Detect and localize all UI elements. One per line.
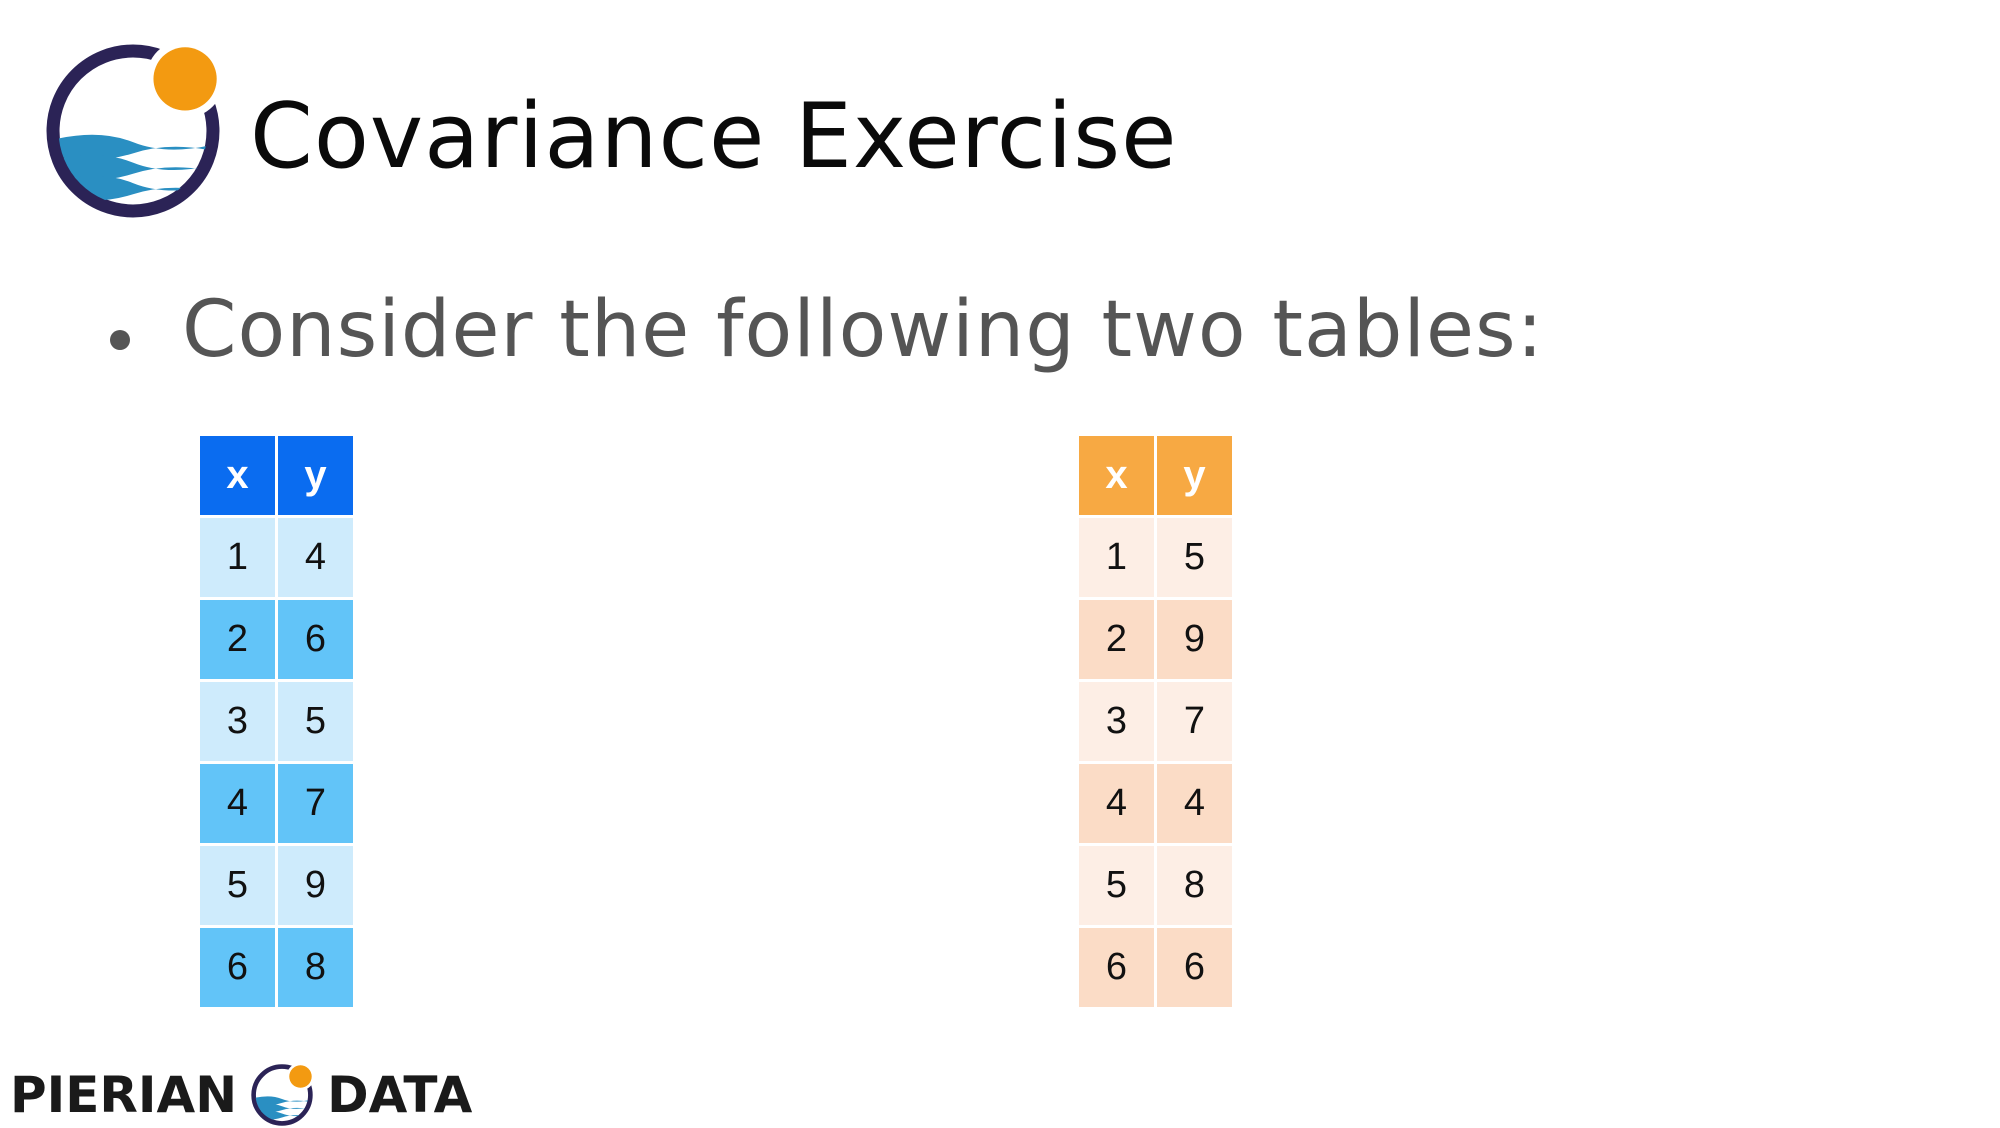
- table-row: 5 8: [1079, 846, 1232, 925]
- table-cell: 5: [1157, 518, 1232, 597]
- table-row: 5 9: [200, 846, 353, 925]
- table-cell: 1: [200, 518, 275, 597]
- table-cell: 6: [1079, 928, 1154, 1007]
- table-cell: 1: [1079, 518, 1154, 597]
- table-row: 4 4: [1079, 764, 1232, 843]
- table-cell: 7: [278, 764, 353, 843]
- table-row: 3 5: [200, 682, 353, 761]
- table-cell: 5: [200, 846, 275, 925]
- footer-brand: PIERIAN DATA: [10, 1062, 472, 1128]
- footer-brand-right: DATA: [327, 1066, 473, 1124]
- table-cell: 4: [1079, 764, 1154, 843]
- table-cell: 6: [1157, 928, 1232, 1007]
- table-cell: 8: [1157, 846, 1232, 925]
- table-cell: 2: [1079, 600, 1154, 679]
- table-cell: 2: [200, 600, 275, 679]
- footer-logo-icon: [251, 1062, 315, 1126]
- table-row: 6 8: [200, 928, 353, 1007]
- table-row: 6 6: [1079, 928, 1232, 1007]
- table-cell: 6: [278, 600, 353, 679]
- page-title: Covariance Exercise: [250, 84, 1178, 189]
- bullet-point: Consider the following two tables:: [110, 280, 1544, 380]
- table-cell: 9: [1157, 600, 1232, 679]
- table-cell: 8: [278, 928, 353, 1007]
- table-row: 1 4: [200, 518, 353, 597]
- table-row: 3 7: [1079, 682, 1232, 761]
- blue-data-table: x y 1 4 2 6 3 5 4 7 5 9 6 8: [197, 433, 356, 1010]
- orange-data-table: x y 1 5 2 9 3 7 4 4 5 8 6 6: [1076, 433, 1235, 1010]
- table-header-y: y: [1157, 436, 1232, 515]
- table-cell: 6: [200, 928, 275, 1007]
- bullet-icon: [110, 330, 130, 350]
- table-cell: 4: [278, 518, 353, 597]
- table-cell: 4: [1157, 764, 1232, 843]
- table-header-x: x: [1079, 436, 1154, 515]
- table-row: 4 7: [200, 764, 353, 843]
- table-cell: 9: [278, 846, 353, 925]
- table-row: 2 6: [200, 600, 353, 679]
- table-cell: 7: [1157, 682, 1232, 761]
- table-cell: 4: [200, 764, 275, 843]
- pierian-logo-icon: [46, 39, 225, 218]
- footer-brand-left: PIERIAN: [10, 1066, 238, 1124]
- table-header-x: x: [200, 436, 275, 515]
- table-row: 2 9: [1079, 600, 1232, 679]
- table-cell: 3: [1079, 682, 1154, 761]
- table-cell: 5: [278, 682, 353, 761]
- bullet-text: Consider the following two tables:: [182, 285, 1544, 375]
- table-row: 1 5: [1079, 518, 1232, 597]
- table-cell: 5: [1079, 846, 1154, 925]
- table-cell: 3: [200, 682, 275, 761]
- table-header-y: y: [278, 436, 353, 515]
